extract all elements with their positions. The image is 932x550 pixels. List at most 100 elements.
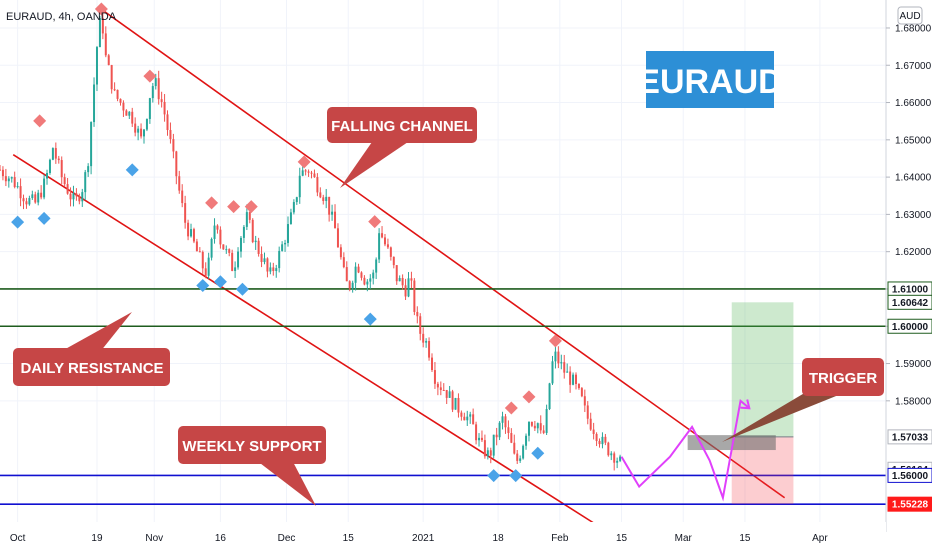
candle-body — [178, 176, 181, 191]
candle-body — [607, 442, 610, 456]
candle-body — [486, 450, 489, 457]
candle-body — [525, 435, 528, 446]
candle-body — [425, 341, 428, 343]
candle-body — [492, 434, 495, 456]
time-tick-label: 19 — [91, 533, 103, 544]
candle-body — [395, 265, 398, 282]
candle-body — [398, 278, 401, 282]
candle-body — [78, 196, 81, 202]
swing-high-marker — [297, 155, 311, 169]
price-tick-label: 1.67000 — [895, 61, 932, 72]
candle-body — [93, 84, 96, 123]
candle-body — [7, 178, 10, 182]
candle-body — [1, 169, 4, 177]
candle-body — [357, 266, 360, 273]
candle-body — [66, 184, 69, 194]
candle-body — [604, 436, 607, 443]
candle-body — [566, 371, 569, 373]
candle-body — [219, 229, 222, 245]
price-tag-label: 1.61000 — [892, 284, 929, 295]
candle-body — [222, 244, 225, 250]
callout-daily-resistance-text: DAILY RESISTANCE — [20, 360, 163, 377]
candle-body — [313, 173, 316, 178]
price-axis[interactable]: 1.58000 1.59000 1.60000 1.61000 1.62000 1.630… — [885, 0, 932, 532]
swing-low-marker — [125, 163, 139, 177]
candle-body — [431, 357, 434, 371]
candle-body — [513, 442, 516, 454]
candle-body — [460, 412, 463, 417]
price-tag-label: 1.56000 — [892, 471, 929, 482]
currency-button[interactable]: AUD — [897, 6, 923, 25]
price-tick-label: 1.63000 — [895, 210, 932, 221]
candle-body — [278, 250, 281, 269]
callout-weekly-support[interactable]: WEEKLY SUPPORT — [178, 426, 326, 506]
candle-body — [292, 202, 295, 213]
candle-body — [319, 192, 322, 198]
price-tick-label: 1.68000 — [895, 23, 932, 34]
candle-body — [145, 118, 148, 130]
candle-body — [251, 219, 254, 243]
candle-body — [119, 98, 122, 103]
candle-body — [533, 425, 536, 429]
callout-falling-channel-text: FALLING CHANNEL — [331, 118, 473, 135]
candle-body — [16, 186, 19, 188]
candle-body — [516, 453, 519, 461]
candle-body — [316, 177, 319, 193]
candle-body — [501, 416, 504, 423]
candle-body — [242, 226, 245, 238]
candle-body — [25, 201, 28, 205]
candle-body — [60, 160, 63, 178]
time-tick-label: Oct — [10, 533, 26, 544]
swing-low-marker — [235, 282, 249, 296]
candle-body — [301, 170, 304, 176]
candle-body — [34, 194, 37, 203]
time-tick-label: 18 — [493, 533, 505, 544]
candle-body — [113, 89, 116, 91]
candle-body — [392, 256, 395, 266]
candle-body — [557, 351, 560, 364]
candle-body — [281, 244, 284, 251]
price-tick-label: 1.65000 — [895, 135, 932, 146]
candle-body — [284, 242, 287, 245]
candle-body — [348, 281, 351, 289]
candle-body — [75, 193, 78, 197]
candle-body — [166, 114, 169, 130]
candle-body — [489, 450, 492, 456]
candle-body — [619, 456, 622, 461]
candle-body — [466, 416, 469, 421]
candle-body — [442, 389, 445, 391]
candle-body — [143, 129, 146, 137]
candle-body — [322, 197, 325, 201]
time-tick-label: 15 — [616, 533, 628, 544]
price-tag-level-157033 — [887, 429, 932, 445]
time-axis[interactable]: Oct 19 Nov 16 Dec 15 2021 18 Feb 15 Mar 15 Apr — [0, 522, 886, 550]
channel-line — [100, 8, 786, 499]
candle-body — [43, 178, 46, 198]
callout-trigger[interactable]: TRIGGER — [722, 358, 884, 442]
trigger-box — [687, 435, 776, 451]
projection-line — [620, 398, 750, 502]
candle-body — [381, 233, 384, 238]
callout-falling-channel[interactable]: FALLING CHANNEL — [327, 107, 477, 188]
candle-body — [37, 192, 40, 203]
candle-body — [548, 383, 551, 410]
candle-body — [545, 409, 548, 433]
candle-body — [231, 252, 234, 271]
candle-body — [10, 177, 13, 179]
candle-body — [498, 422, 501, 438]
candle-body — [51, 148, 54, 160]
candle-body — [595, 433, 598, 441]
price-tag-label: 1.60000 — [892, 322, 929, 333]
candle-body — [234, 267, 237, 271]
candle-body — [48, 159, 51, 174]
price-series — [0, 12, 622, 471]
callout-daily-resistance[interactable]: DAILY RESISTANCE — [13, 312, 170, 386]
candle-body — [216, 225, 219, 230]
candle-body — [207, 257, 210, 276]
candle-body — [478, 437, 481, 441]
price-tick-label: 1.64000 — [895, 173, 932, 184]
time-tick-label: 15 — [343, 533, 355, 544]
candle-body — [239, 237, 242, 252]
candle-body — [575, 374, 578, 384]
